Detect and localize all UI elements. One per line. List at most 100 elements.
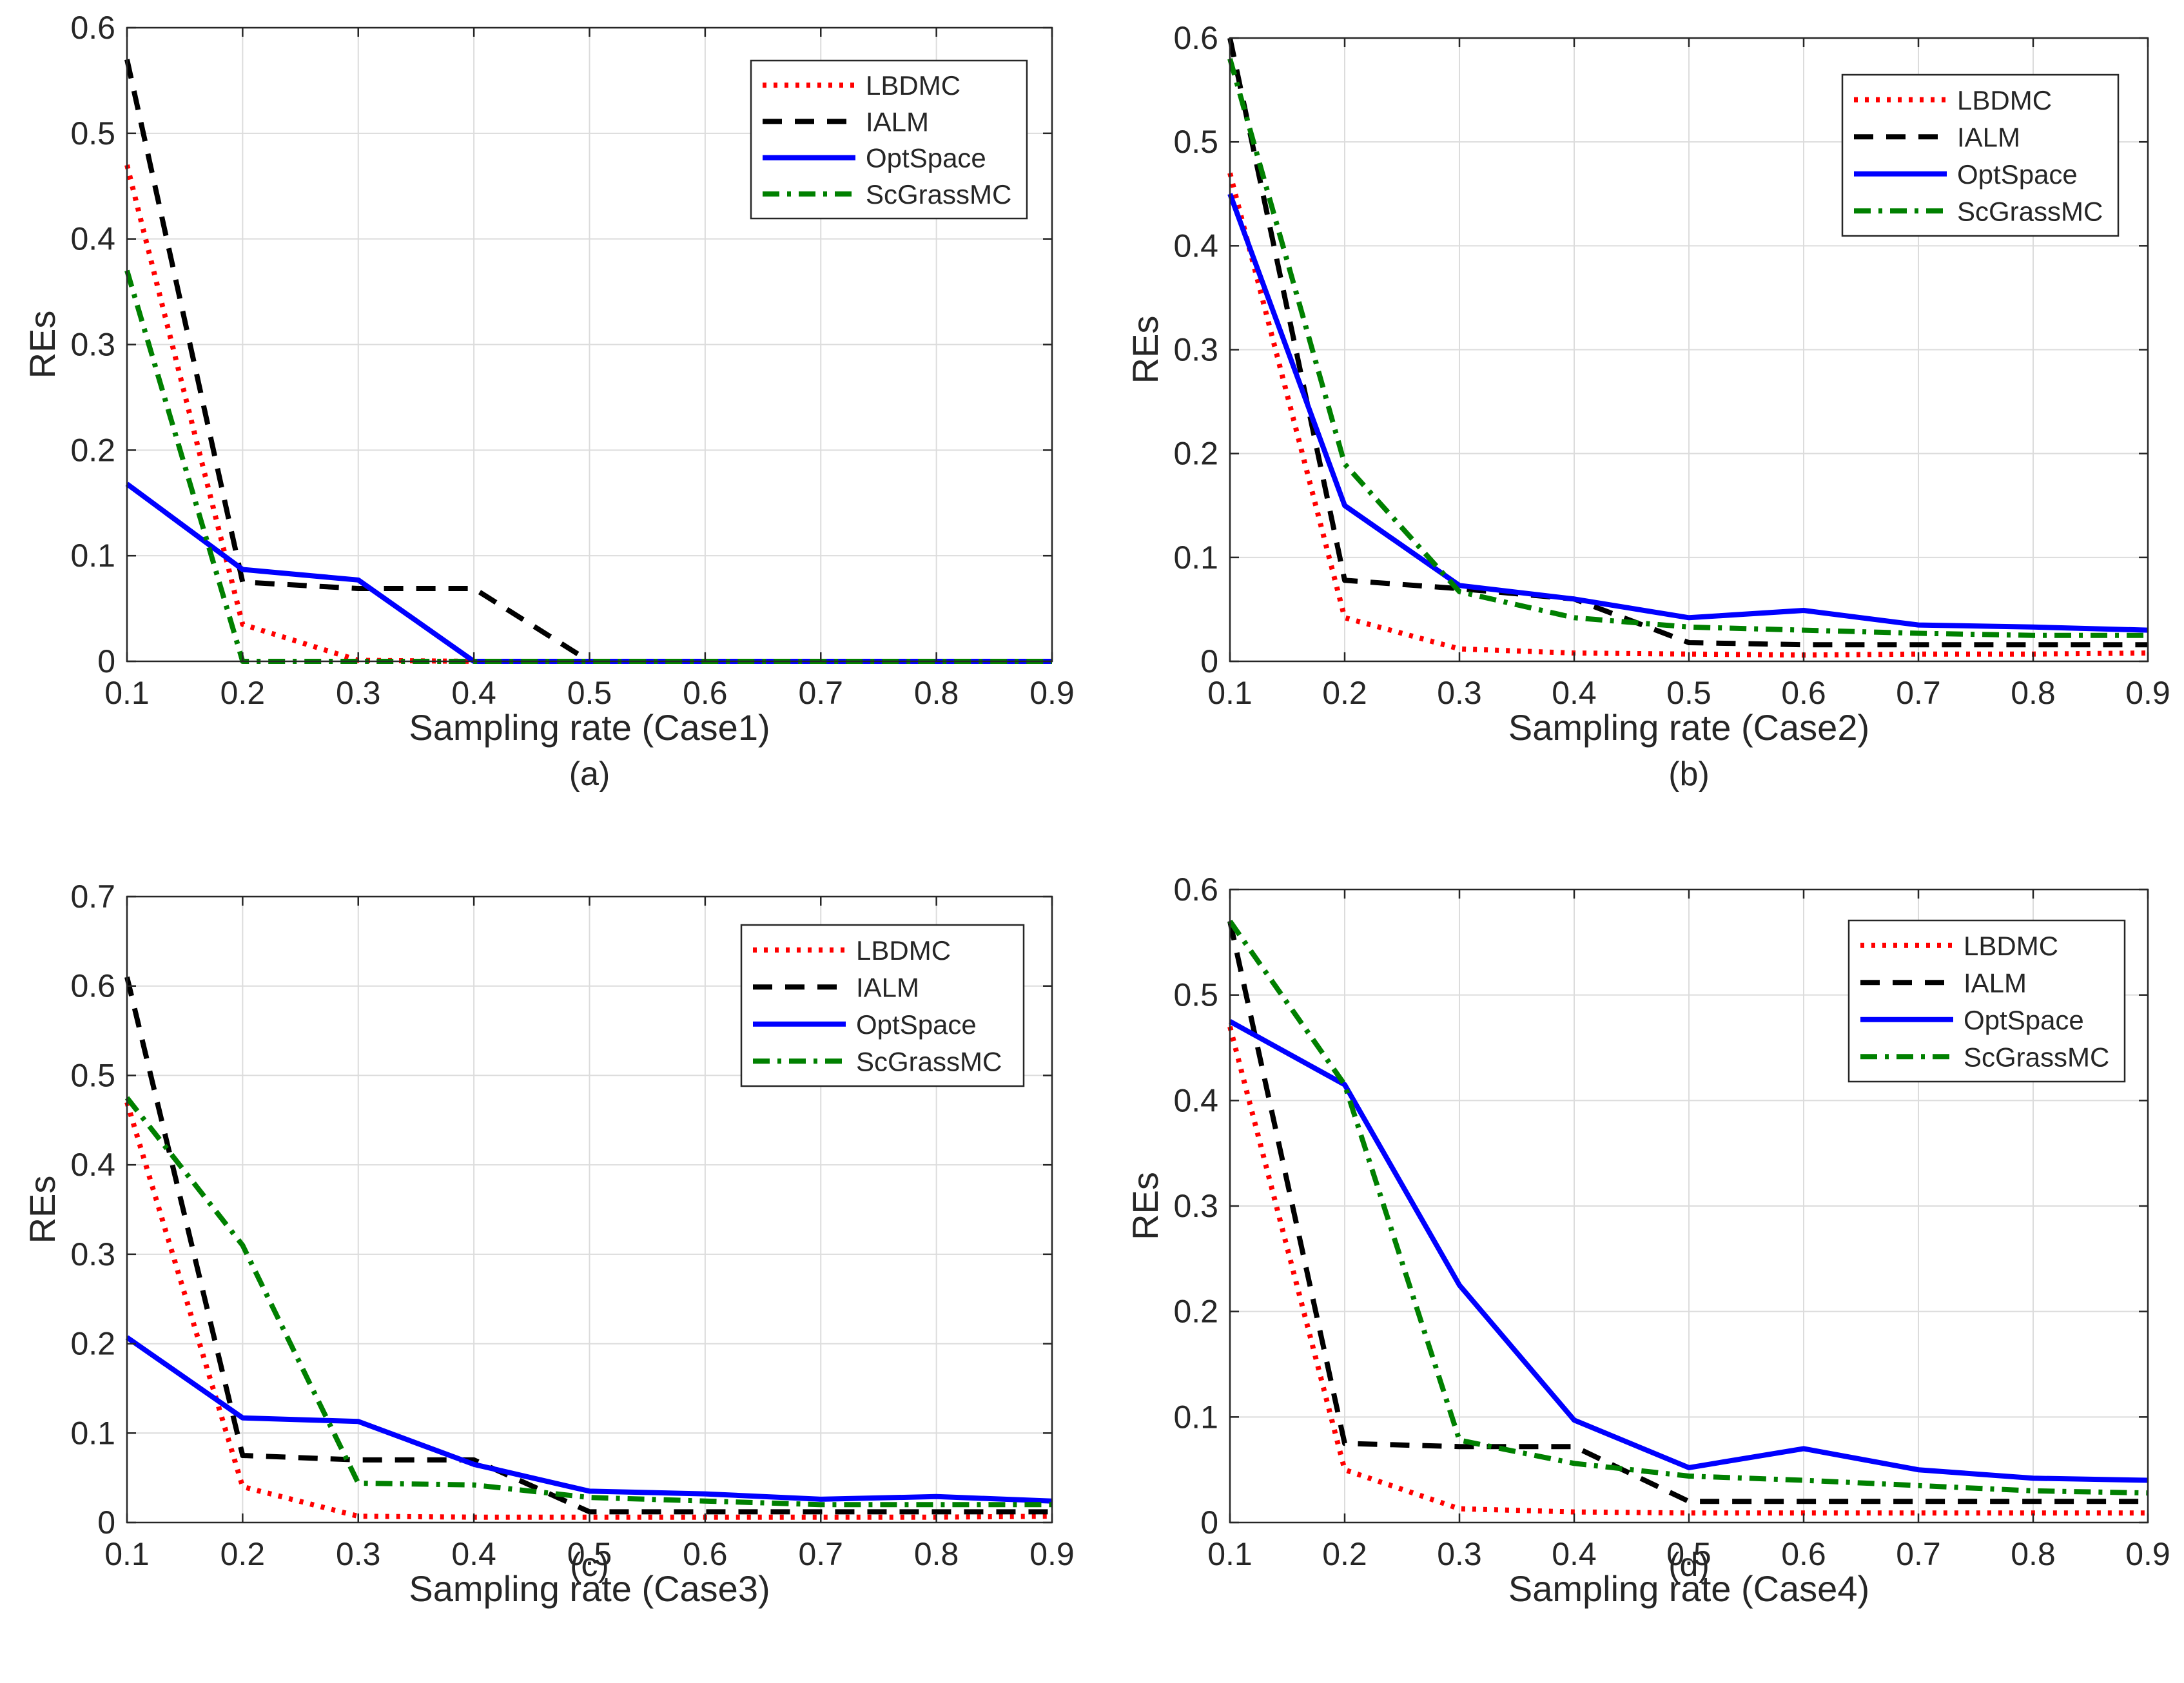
y-tick-label: 0 (1200, 1504, 1218, 1541)
x-tick-label: 0.4 (451, 1536, 496, 1572)
panel-caption: (b) (1668, 755, 1710, 793)
y-tick-label: 0.6 (1173, 20, 1218, 56)
y-tick-label: 0.5 (70, 1057, 115, 1093)
x-tick-label: 0.4 (1552, 675, 1597, 711)
legend-label-scgrassmc: ScGrassMC (1957, 196, 2103, 226)
y-tick-label: 0.2 (70, 1326, 115, 1362)
x-tick-label: 0.1 (104, 1536, 150, 1572)
x-tick-label: 0.3 (336, 675, 381, 711)
y-tick-label: 0.6 (70, 968, 115, 1004)
x-tick-label: 0.5 (1666, 1536, 1711, 1572)
legend-label-optspace: OptSpace (1957, 159, 2078, 190)
x-tick-label: 0.3 (1437, 675, 1482, 711)
y-tick-label: 0.1 (70, 1415, 115, 1451)
x-tick-label: 0.1 (1207, 675, 1253, 711)
panel-caption: (c) (570, 1546, 609, 1584)
y-tick-label: 0.1 (1173, 540, 1218, 576)
y-tick-label: 0.6 (70, 10, 115, 46)
series-line-optspace (125, 1335, 1053, 1504)
y-tick-label: 0.4 (1173, 228, 1218, 264)
chart-panel-3: 0.1 0.2 0.3 0.4 0.5 0.6 0.7 0.8 0.900.10.20.30.4… (22, 879, 1075, 1609)
legend: LBDMC IALM OptSpace ScGrassMC (1841, 73, 2120, 237)
legend-label-lbdmc: LBDMC (856, 935, 951, 966)
legend-label-scgrassmc: ScGrassMC (866, 179, 1011, 209)
legend: LBDMC IALM OptSpace ScGrassMC (1848, 919, 2126, 1083)
panel-caption: (d) (1668, 1546, 1710, 1584)
legend: LBDMC IALM OptSpace ScGrassMC (740, 924, 1025, 1087)
x-tick-label: 0.9 (2125, 1536, 2170, 1572)
legend-label-optspace: OptSpace (1964, 1005, 2084, 1035)
x-tick-label: 0.8 (914, 1536, 959, 1572)
y-tick-label: 0.1 (1173, 1399, 1218, 1435)
x-tick-label: 0.7 (798, 1536, 843, 1572)
legend-label-scgrassmc: ScGrassMC (856, 1046, 1002, 1076)
y-tick-label: 0.4 (70, 221, 115, 257)
x-tick-label: 0.8 (2011, 675, 2056, 711)
y-tick-label: 0.3 (70, 1236, 115, 1272)
x-tick-label: 0.9 (1029, 675, 1075, 711)
y-axis-label: REs (22, 311, 63, 379)
y-tick-label: 0.3 (70, 327, 115, 363)
y-axis-label: REs (22, 1176, 63, 1244)
y-tick-label: 0.2 (1173, 436, 1218, 472)
chart-panel-1: 0.1 0.2 0.3 0.4 0.5 0.6 0.7 0.8 0.900.10.20.30.4… (22, 10, 1075, 793)
x-tick-label: 0.6 (683, 1536, 728, 1572)
x-tick-label: 0.4 (451, 675, 496, 711)
legend-label-lbdmc: LBDMC (1964, 931, 2058, 961)
x-tick-label: 0.2 (220, 675, 266, 711)
x-tick-label: 0.2 (1322, 675, 1367, 711)
x-tick-label: 0.7 (1896, 1536, 1941, 1572)
legend-label-ialm: IALM (1964, 968, 2027, 998)
y-tick-label: 0 (1200, 643, 1218, 679)
y-tick-label: 0.6 (1173, 871, 1218, 908)
x-tick-label: 0.6 (683, 675, 728, 711)
series-line-optspace (1227, 193, 2149, 633)
y-tick-label: 0.5 (1173, 977, 1218, 1013)
x-tick-label: 0.6 (1781, 675, 1826, 711)
y-tick-label: 0.1 (70, 538, 115, 574)
chart-panel-4: 0.1 0.2 0.3 0.4 0.5 0.6 0.7 0.8 0.900.10.20.30.4… (1125, 871, 2170, 1609)
series-line-lbdmc (124, 1101, 1053, 1520)
x-tick-label: 0.6 (1781, 1536, 1826, 1572)
x-tick-label: 0.7 (798, 675, 843, 711)
x-axis-label: Sampling rate (Case2) (1508, 707, 1869, 748)
y-tick-label: 0.4 (70, 1147, 115, 1183)
x-tick-label: 0.9 (2125, 675, 2170, 711)
legend-label-lbdmc: LBDMC (1957, 85, 2052, 115)
legend-label-scgrassmc: ScGrassMC (1964, 1042, 2109, 1072)
legend-label-ialm: IALM (856, 972, 919, 1002)
y-tick-label: 0.3 (1173, 1188, 1218, 1224)
legend-label-lbdmc: LBDMC (866, 70, 960, 101)
y-tick-label: 0.2 (1173, 1294, 1218, 1330)
series-line-scgrassmc (1227, 58, 2148, 638)
y-tick-label: 0.2 (70, 432, 115, 468)
legend-label-optspace: OptSpace (856, 1009, 977, 1040)
y-tick-label: 0.3 (1173, 332, 1218, 368)
chart-panel-2: 0.1 0.2 0.3 0.4 0.5 0.6 0.7 0.8 0.900.10.20.30.4… (1125, 20, 2170, 793)
x-axis-label: Sampling rate (Case1) (409, 707, 770, 748)
x-tick-label: 0.4 (1552, 1536, 1597, 1572)
y-tick-label: 0 (97, 643, 115, 679)
x-tick-label: 0.7 (1896, 675, 1941, 711)
x-tick-label: 0.1 (104, 675, 150, 711)
series-line-ialm (1227, 37, 2148, 648)
y-axis-label: REs (1125, 316, 1165, 384)
x-tick-label: 0.5 (1666, 675, 1711, 711)
legend-label-optspace: OptSpace (866, 143, 986, 173)
x-tick-label: 0.3 (1437, 1536, 1482, 1572)
y-tick-label: 0.5 (70, 115, 115, 151)
legend-label-ialm: IALM (866, 106, 929, 137)
x-tick-label: 0.5 (567, 1536, 612, 1572)
x-axis-label: Sampling rate (Case4) (1508, 1568, 1869, 1609)
x-tick-label: 0.9 (1029, 1536, 1075, 1572)
y-axis-label: REs (1125, 1172, 1165, 1240)
series-line-optspace (1229, 1019, 2149, 1483)
x-tick-label: 0.1 (1207, 1536, 1253, 1572)
x-tick-label: 0.5 (567, 675, 612, 711)
series-line-scgrassmc (1227, 919, 2149, 1496)
x-tick-label: 0.3 (336, 1536, 381, 1572)
panel-caption: (a) (569, 755, 610, 793)
y-tick-label: 0.4 (1173, 1082, 1218, 1118)
legend-label-ialm: IALM (1957, 122, 2020, 152)
